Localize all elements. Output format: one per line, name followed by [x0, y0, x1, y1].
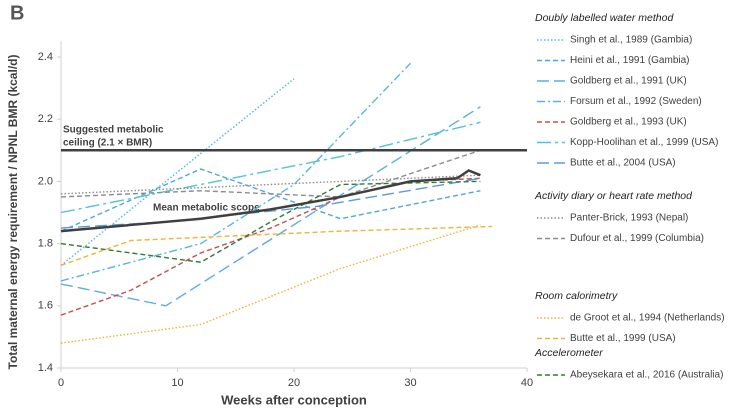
y-tick-label: 1.6 [38, 300, 53, 312]
series-line [60, 174, 481, 195]
series-line [60, 121, 481, 214]
x-tick-label: 20 [288, 377, 300, 389]
legend-label: Panter-Brick, 1993 (Nepal) [570, 213, 688, 224]
y-tick-label: 2.2 [38, 113, 53, 125]
x-tick-label: 10 [171, 377, 183, 389]
legend-label: Singh et al., 1989 (Gambia) [570, 35, 692, 46]
x-axis-title: Weeks after conception [221, 392, 367, 407]
legend-group-title: Activity diary or heart rate method [534, 190, 693, 202]
legend-label: Kopp-Hoolihan et al., 1999 (USA) [570, 137, 718, 148]
y-axis-title: Total maternal energy requirement / NPNL… [6, 55, 20, 370]
panel-label: B [10, 2, 24, 24]
series-line [60, 224, 481, 344]
legend-label: Forsum et al., 1992 (Sweden) [570, 96, 702, 107]
x-tick-label: 40 [521, 377, 533, 389]
reference-label: ceiling (2.1 × BMR) [63, 138, 152, 149]
series-line [60, 225, 493, 267]
legend-label: Abeysekara et al., 2016 (Australia) [570, 370, 723, 381]
series-line [60, 169, 481, 233]
legend-label: Goldberg et al., 1993 (UK) [570, 117, 687, 128]
series-line [60, 177, 481, 316]
y-tick-label: 1.8 [38, 238, 53, 250]
series-line [60, 78, 295, 266]
legend-label: Butte et al., 1999 (USA) [570, 333, 676, 344]
legend-label: Butte et al., 2004 (USA) [570, 158, 676, 169]
series-line [60, 106, 481, 307]
x-tick-label: 0 [58, 377, 64, 389]
series-line [60, 62, 412, 282]
legend-group-title: Doubly labelled water method [535, 12, 674, 24]
legend-label: Goldberg et al., 1991 (UK) [570, 76, 687, 87]
y-tick-label: 2.0 [38, 175, 53, 187]
series-line [60, 180, 481, 263]
y-tick-label: 2.4 [38, 51, 53, 63]
legend-label: de Groot et al., 1994 (Netherlands) [570, 313, 725, 324]
series-line [60, 149, 481, 198]
y-tick-label: 1.4 [38, 362, 53, 374]
legend-label: Dufour et al., 1999 (Columbia) [570, 233, 704, 244]
legend-group-title: Room calorimetry [535, 290, 618, 302]
reference-label: Suggested metabolic [63, 125, 164, 136]
legend-group-title: Accelerometer [534, 347, 603, 359]
x-tick-label: 30 [404, 377, 416, 389]
legend-label: Heini et al., 1991 (Gambia) [570, 55, 690, 66]
mean-label: Mean metabolic scope [153, 203, 260, 214]
